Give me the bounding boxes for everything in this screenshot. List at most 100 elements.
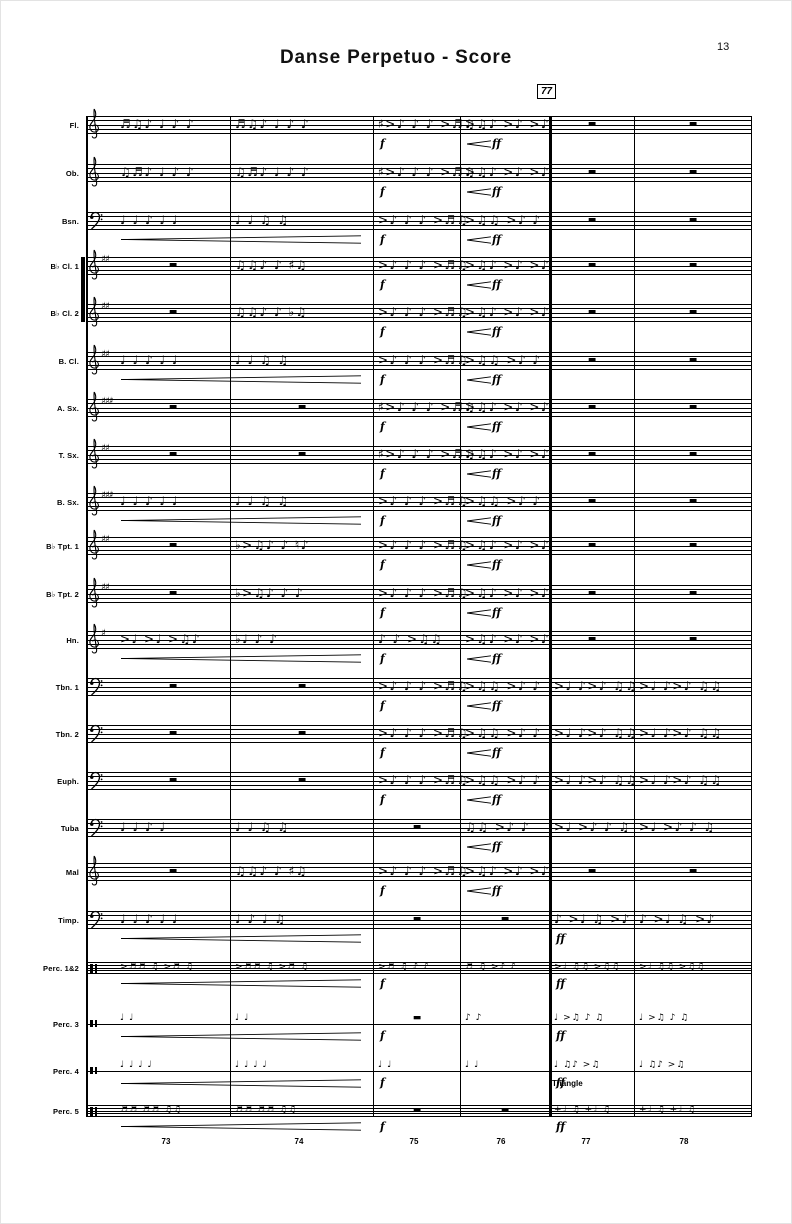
measure-78-percussion-1-2: >♩ ♫♫ >♫♫ <box>639 962 747 974</box>
dynamic-marking: ff <box>556 1120 566 1133</box>
notes: ▬ <box>500 913 510 924</box>
measure-77-euphonium: >♩ ♪>♪ ♫♫ <box>554 772 636 790</box>
notes: ▬ <box>587 448 597 459</box>
measure-76-clarinet-1: >♫♪ >♪ >♪ <box>465 257 549 275</box>
treble-clef-icon <box>89 108 99 139</box>
notes: ♬♬ ♬♬ ♫♫ <box>120 1104 183 1115</box>
measure-73-oboe: ♫♬♪ ♩ ♪ ♪ <box>120 164 226 182</box>
crescendo-hairpin <box>121 1079 361 1088</box>
staff-bassoon: ♩ ♩ ♪ ♩ ♩ ♩ ♩ ♫ ♫ >♪ ♪ ♪ >♬♫ f >♫♫ >♪ ♪ ff ▬ ▬ <box>86 211 751 245</box>
notes: ♩ ♪ ♩ ♫ <box>235 912 287 926</box>
notes: ▬ <box>168 306 178 317</box>
measure-75-percussion-5: ▬ <box>378 1105 456 1117</box>
notes: ♬ ♫ >♪ ♪ <box>465 961 517 972</box>
notes: ♩ ♩ ♫ ♫ <box>235 494 290 508</box>
measure-76-timpani: ▬ <box>465 911 545 929</box>
measure-73-clarinet-2: ▬ <box>120 304 226 322</box>
staff-horn: ♯ >♩ >♩ >♫♪ ♭♩ ♪ ♪ ♪ ♪ >♫♫ f >♫♪ >♪ >♪ ff ▬ ▬ <box>86 623 751 664</box>
staff-label-mallets: Mal <box>65 867 79 877</box>
measure-78-percussion-5: +♩ ♫ +♩ ♫ <box>639 1105 747 1117</box>
measure-75-clarinet-1: >♪ ♪ ♪ >♬♫ <box>378 257 468 275</box>
notes: ♭♩ ♪ ♪ <box>235 632 279 646</box>
measure-73-trombone-2: ▬ <box>120 725 226 743</box>
measure-73-bass-clarinet: ♩ ♩ ♪ ♩ ♩ <box>120 352 226 370</box>
measure-number-73: 73 <box>161 1137 171 1146</box>
notes: ♯>♪ ♪ ♪ >♬♫ <box>378 165 477 179</box>
notes: ▬ <box>587 587 597 598</box>
measure-78-trumpet-1: ▬ <box>639 537 747 555</box>
measure-76-oboe: >♫♪ >♪ >♪ <box>465 164 549 182</box>
notes: ♩ ♩ <box>120 1012 135 1023</box>
dynamic-marking: f <box>380 699 385 712</box>
notes: ▬ <box>587 259 597 270</box>
measure-77-trombone-2: >♩ ♪>♪ ♫♫ <box>554 725 636 743</box>
crescendo-hairpin <box>121 934 361 943</box>
measure-78-bassoon: ▬ <box>639 212 747 230</box>
notes: >♫♪ >♪ >♪ <box>465 117 551 131</box>
measure-75-flute: ♯>♪ ♪ ♪ >♬♫ <box>378 116 475 134</box>
treble-clef-icon <box>89 855 99 886</box>
measure-78-trombone-1: >♩ ♪>♪ ♫♫ <box>639 678 747 696</box>
measure-77-oboe: ▬ <box>554 164 630 182</box>
dynamic-marking: ff <box>556 977 566 990</box>
measure-74-bari-sax: ♩ ♩ ♫ ♫ <box>235 493 369 511</box>
key-signature: ♯♯♯ <box>101 396 113 407</box>
measure-76-trumpet-1: >♫♪ >♪ >♪ <box>465 537 549 555</box>
dynamic-marking: f <box>380 1120 385 1133</box>
crescendo-hairpin <box>121 1122 361 1131</box>
notes: ♩ ♩ ♪ ♩ <box>120 820 167 834</box>
notes: ▬ <box>412 1104 422 1115</box>
dynamic-marking: f <box>380 185 385 198</box>
barline <box>751 116 752 1117</box>
notes: >♪ ♪ ♪ >♬♫ <box>378 586 470 600</box>
staff-alto-sax: ♯♯♯ ▬ ▬ ♯>♪ ♪ ♪ >♬♫ f >♫♪ >♪ >♪ ff ▬ ▬ <box>86 391 751 432</box>
staff-percussion-1-2: >♬♬ ♫ >♬ ♫ >♬♬ ♫ >♬ ♫ >♬ ♫ ♪ ♪ f ♬ ♫ >♪ ♪ >♩ … <box>86 961 751 989</box>
measure-78-oboe: ▬ <box>639 164 747 182</box>
measure-74-trombone-1: ▬ <box>235 678 369 696</box>
notes: ♩ ♩ ♫ ♫ <box>235 213 290 227</box>
measure-74-timpani: ♩ ♪ ♩ ♫ <box>235 911 369 929</box>
dynamic-marking: ff <box>467 515 501 526</box>
dynamic-marking: f <box>380 233 385 246</box>
dynamic-marking: ff <box>467 374 501 385</box>
treble-clef-icon <box>89 296 99 327</box>
measure-76-bari-sax: >♫♫ >♪ ♪ <box>465 493 545 511</box>
measure-75-trumpet-2: >♪ ♪ ♪ >♬♫ <box>378 585 468 603</box>
staff-euphonium: ▬ ▬ >♪ ♪ ♪ >♬♫ f >♫♫ >♪ ♪ ff >♩ ♪>♪ ♫♫ >♩ ♪>♪ ♫… <box>86 771 751 805</box>
measure-74-percussion-4: ♩ ♩ ♩ ♩ <box>235 1059 369 1073</box>
measure-75-horn: ♪ ♪ >♫♫ <box>378 631 456 649</box>
measure-74-trumpet-2: ♭>♫♪ ♪ ♪ <box>235 585 369 603</box>
dynamic-marking: f <box>380 652 385 665</box>
notes: ♬♫♪ ♩ ♪ ♪ <box>120 117 196 131</box>
notes: ♫♫♪ ♪ ♯♫ <box>235 864 309 878</box>
measure-73-bassoon: ♩ ♩ ♪ ♩ ♩ <box>120 212 226 230</box>
notes: ♫♫ >♪ ♪ <box>465 820 531 834</box>
notes: ▬ <box>587 118 597 129</box>
dynamic-marking: ff <box>467 700 501 711</box>
measure-74-tenor-sax: ▬ <box>235 446 369 464</box>
notes: >♫♪ >♪ >♪ <box>465 165 551 179</box>
staff-flute: ♬♫♪ ♩ ♪ ♪ ♬♫♪ ♩ ♪ ♪ ♯>♪ ♪ ♪ >♬♫ f >♫♪ >♪ >♪ f… <box>86 108 751 149</box>
staff-label-tenor-sax: T. Sx. <box>58 450 79 460</box>
bass-clef-icon <box>90 818 103 837</box>
notes: ♫♬♪ ♩ ♪ ♪ <box>120 165 196 179</box>
notes: ♯>♪ ♪ ♪ >♬♫ <box>378 447 477 461</box>
notes: ♭>♫♪ ♪ ♪ <box>235 586 305 600</box>
bass-clef-icon <box>90 910 103 929</box>
notes: >♩ ♫♫ >♫♫ <box>554 961 621 972</box>
measure-74-percussion-1-2: >♬♬ ♫ >♬ ♫ <box>235 962 369 974</box>
treble-clef-icon <box>89 577 99 608</box>
staff-mallets: ▬ ♫♫♪ ♪ ♯♫ >♪ ♪ ♪ >♬♫ f >♫♪ >♪ >♪ ff ▬ ▬ <box>86 855 751 896</box>
notes: >♫♫ >♪ ♪ <box>465 726 542 740</box>
notes: ♭>♫♪ ♪ ♮♪ <box>235 538 310 552</box>
measure-74-trumpet-1: ♭>♫♪ ♪ ♮♪ <box>235 537 369 555</box>
measure-77-flute: ▬ <box>554 116 630 134</box>
notes: >♫♪ >♪ >♪ <box>465 305 551 319</box>
measure-78-alto-sax: ▬ <box>639 399 747 417</box>
notes: ▬ <box>412 821 422 832</box>
treble-clef-icon <box>89 623 99 654</box>
staff-percussion-3: ♩ ♩ ♩ ♩ ▬ f ♪ ♪ ♩ >♫ ♪ ♫ ff ♩ >♫ ♪ ♫ <box>86 1013 751 1041</box>
measure-77-clarinet-2: ▬ <box>554 304 630 322</box>
notes: ▬ <box>412 1012 422 1023</box>
notes: ▬ <box>297 774 307 785</box>
